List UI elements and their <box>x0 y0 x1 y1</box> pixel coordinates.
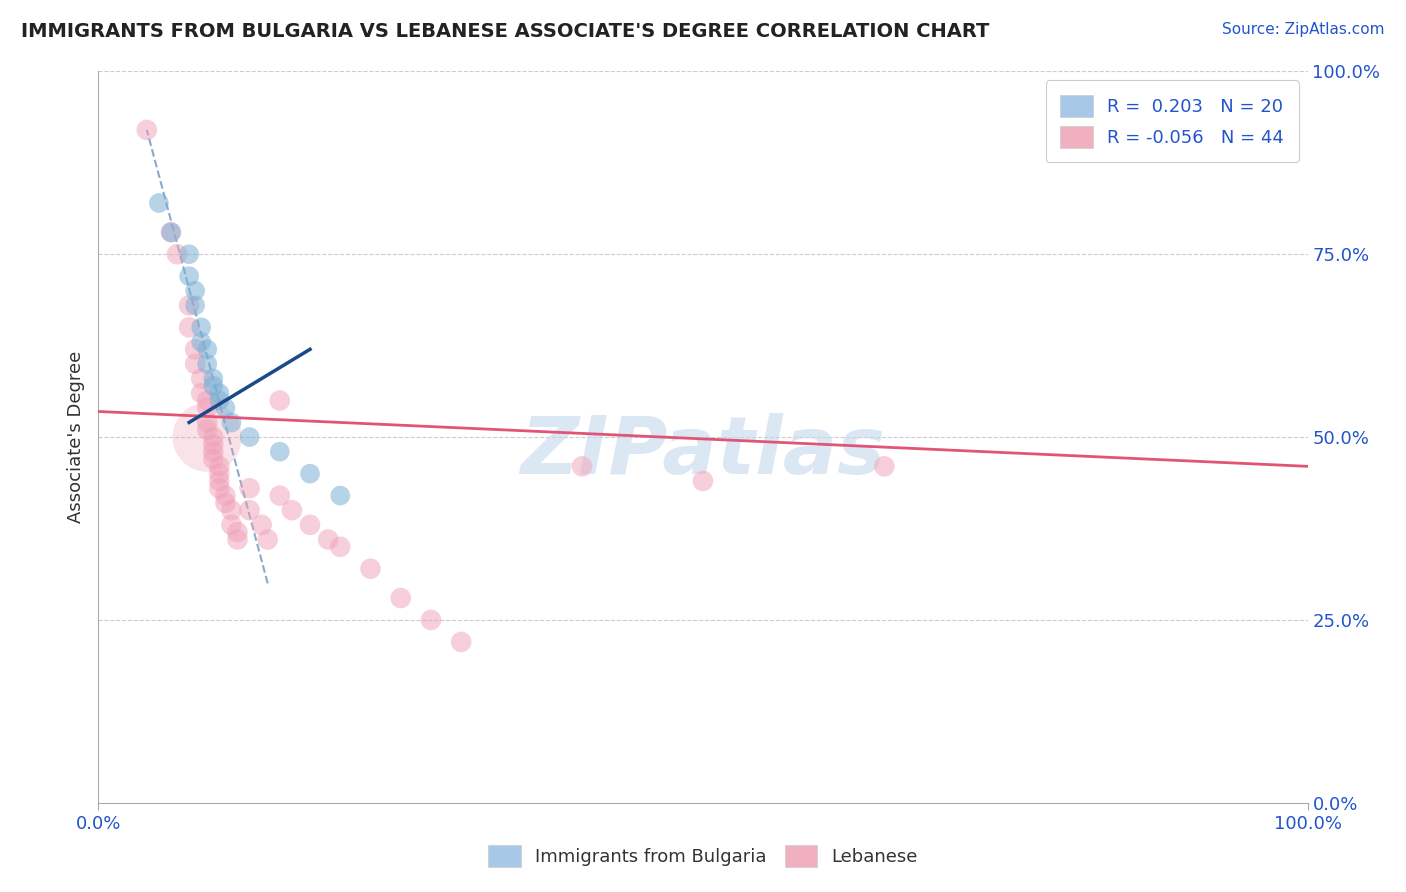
Point <box>316 533 339 547</box>
Point <box>692 474 714 488</box>
Point <box>239 481 262 495</box>
Text: ZIPatlas: ZIPatlas <box>520 413 886 491</box>
Point <box>195 416 218 430</box>
Point <box>202 452 225 467</box>
Point <box>179 298 201 312</box>
Point <box>360 562 382 576</box>
Point <box>190 334 212 349</box>
Point <box>184 284 207 298</box>
Point <box>269 393 291 408</box>
Point <box>214 496 236 510</box>
Point <box>226 525 249 540</box>
Point <box>166 247 188 261</box>
Point <box>195 343 218 357</box>
Point <box>202 430 225 444</box>
Point <box>221 517 243 532</box>
Point <box>221 503 243 517</box>
Point <box>195 430 218 444</box>
Point <box>214 489 236 503</box>
Point <box>184 343 207 357</box>
Point <box>208 459 231 474</box>
Point <box>239 503 262 517</box>
Point <box>195 423 218 437</box>
Point <box>208 474 231 488</box>
Point <box>148 196 170 211</box>
Point <box>202 371 225 385</box>
Point <box>208 386 231 401</box>
Point <box>250 517 273 532</box>
Point <box>160 225 183 239</box>
Point <box>190 386 212 401</box>
Legend: R =  0.203   N = 20, R = -0.056   N = 44: R = 0.203 N = 20, R = -0.056 N = 44 <box>1046 80 1299 162</box>
Point <box>239 430 262 444</box>
Point <box>208 481 231 495</box>
Point <box>179 269 201 284</box>
Point <box>299 517 322 532</box>
Point <box>202 444 225 458</box>
Point <box>202 437 225 451</box>
Point <box>184 357 207 371</box>
Point <box>281 503 304 517</box>
Point <box>329 540 352 554</box>
Point <box>299 467 322 481</box>
Point <box>256 533 278 547</box>
Point <box>195 393 218 408</box>
Text: IMMIGRANTS FROM BULGARIA VS LEBANESE ASSOCIATE'S DEGREE CORRELATION CHART: IMMIGRANTS FROM BULGARIA VS LEBANESE ASS… <box>21 22 990 41</box>
Point <box>226 533 249 547</box>
Point <box>202 379 225 393</box>
Y-axis label: Associate's Degree: Associate's Degree <box>66 351 84 524</box>
Point <box>221 416 243 430</box>
Point <box>208 393 231 408</box>
Point <box>450 635 472 649</box>
Point <box>179 320 201 334</box>
Point <box>160 225 183 239</box>
Point <box>389 591 412 605</box>
Point <box>190 320 212 334</box>
Text: Source: ZipAtlas.com: Source: ZipAtlas.com <box>1222 22 1385 37</box>
Point <box>269 444 291 458</box>
Point <box>190 371 212 385</box>
Point <box>269 489 291 503</box>
Point <box>179 247 201 261</box>
Point <box>329 489 352 503</box>
Point <box>208 467 231 481</box>
Point <box>195 357 218 371</box>
Point <box>214 401 236 415</box>
Point <box>195 401 218 415</box>
Point <box>135 123 157 137</box>
Point <box>873 459 896 474</box>
Point <box>571 459 593 474</box>
Point <box>184 298 207 312</box>
Point <box>420 613 443 627</box>
Legend: Immigrants from Bulgaria, Lebanese: Immigrants from Bulgaria, Lebanese <box>481 838 925 874</box>
